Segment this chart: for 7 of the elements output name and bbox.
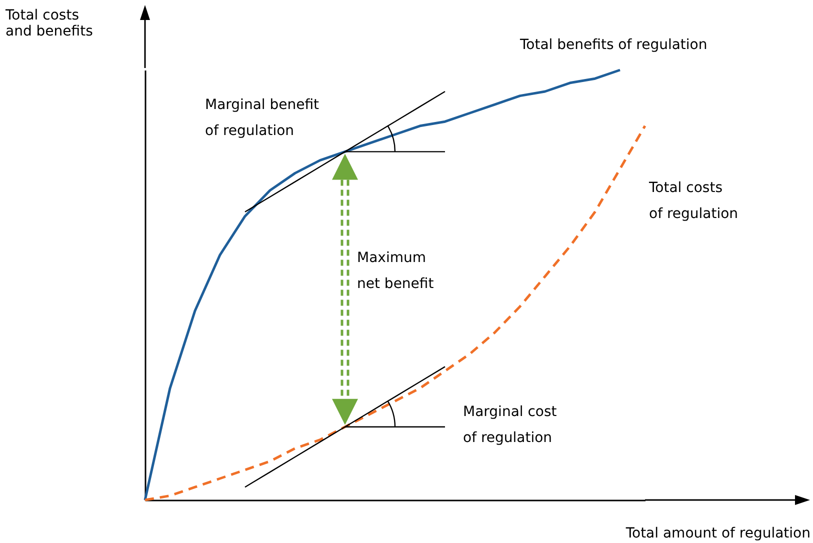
series-label: Total benefits of regulation — [519, 37, 708, 53]
text: Total costs of regulation — [648, 180, 738, 222]
annotation: Marginal cost of regulation — [463, 404, 558, 446]
y-axis-title: Total costs and benefits — [4, 8, 93, 40]
x-axis-title: Total amount of regulation — [624, 526, 810, 542]
annotation: Marginal benefit of regulation — [205, 97, 320, 139]
annotation: Maximum net benefit — [357, 250, 434, 292]
